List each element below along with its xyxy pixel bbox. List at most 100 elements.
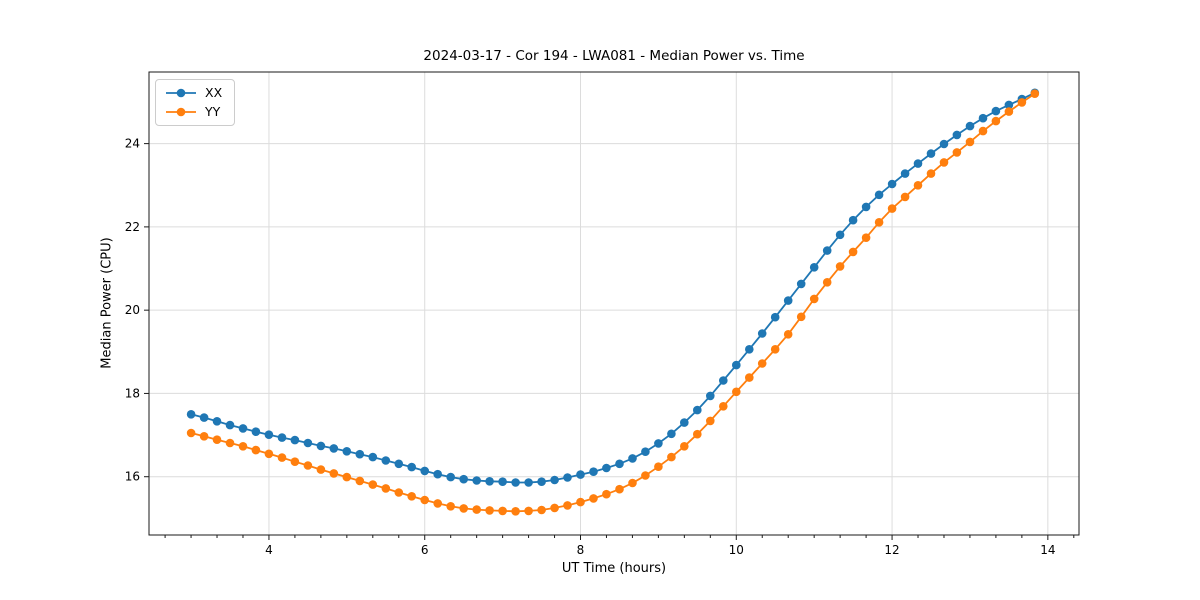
series-yy-marker — [835, 262, 845, 271]
series-yy-marker — [991, 116, 1001, 126]
series-xx-marker — [757, 329, 767, 338]
series-xx-marker — [186, 410, 196, 419]
series-yy-marker — [342, 472, 352, 482]
x-tick-label: 12 — [884, 543, 899, 557]
x-tick-label: 8 — [577, 543, 585, 557]
series-xx-marker — [719, 376, 728, 385]
series-xx-marker — [225, 420, 235, 430]
series-xx-marker — [628, 454, 637, 463]
y-tick-label: 18 — [125, 386, 140, 400]
legend-item-xx: XX — [164, 85, 222, 101]
series-xx-marker — [796, 279, 806, 289]
series-xx-marker — [199, 413, 209, 422]
series-yy-marker — [498, 506, 507, 516]
series-xx-marker — [303, 438, 313, 448]
series-xx-marker — [472, 476, 482, 485]
series-xx-marker — [290, 435, 300, 445]
series-xx-marker — [212, 417, 222, 426]
series-xx-marker — [251, 427, 261, 437]
series-yy-marker — [1030, 89, 1040, 98]
series-xx-marker — [459, 474, 469, 484]
series-yy-marker — [212, 435, 222, 445]
legend-line-marker-icon — [166, 88, 196, 98]
series-yy-marker — [654, 462, 663, 472]
series-yy-marker — [563, 501, 572, 510]
series-xx-marker — [394, 459, 404, 469]
series-xx-marker — [1004, 100, 1014, 110]
series-yy-marker — [485, 506, 494, 515]
series-yy-marker — [900, 192, 910, 202]
series-xx-marker — [602, 463, 611, 473]
series-yy-marker — [628, 478, 637, 488]
series-yy-marker — [368, 480, 378, 489]
series-xx-marker — [732, 360, 741, 370]
series-yy-marker — [796, 312, 806, 322]
series-yy-marker — [809, 294, 819, 304]
series-xx-marker — [264, 430, 274, 440]
series-yy-marker — [433, 499, 443, 508]
plot-frame — [148, 71, 1080, 536]
series-yy-marker — [770, 345, 780, 354]
series-yy-marker — [277, 453, 287, 462]
x-tick-label: 14 — [1040, 543, 1055, 557]
series-xx-marker — [641, 447, 650, 457]
series-yy-marker — [667, 452, 676, 462]
series-yy-marker — [693, 429, 702, 439]
series-yy-marker — [965, 137, 975, 147]
series-xx-marker — [550, 475, 559, 485]
series-yy-marker — [757, 359, 767, 368]
series-yy-marker — [199, 432, 209, 441]
series-xx-marker — [913, 159, 923, 168]
series-yy-marker — [238, 442, 248, 451]
series-xx-marker — [381, 456, 391, 465]
series-yy-marker — [952, 148, 962, 157]
series-yy-marker — [939, 158, 949, 167]
series-xx-marker — [485, 477, 494, 486]
series-xx-marker — [680, 418, 689, 427]
series-xx-marker — [900, 169, 910, 178]
series-xx-marker — [835, 230, 845, 240]
y-tick-label: 16 — [125, 470, 140, 484]
series-xx-marker — [822, 246, 832, 255]
series-yy-marker — [511, 507, 520, 516]
series-xx-marker — [433, 469, 443, 479]
x-axis-label: UT Time (hours) — [561, 561, 667, 576]
series-xx-marker — [524, 478, 533, 487]
series-xx-marker — [355, 449, 365, 459]
series-yy-marker — [641, 471, 650, 480]
legend-item-yy: YY — [164, 104, 222, 120]
series-xx-marker — [861, 202, 871, 212]
series-yy-marker — [887, 204, 897, 213]
series-yy-marker — [978, 126, 988, 136]
series-yy-marker — [264, 449, 274, 459]
series-yy-marker — [186, 428, 196, 438]
series-xx-marker — [926, 149, 936, 158]
series-xx-marker — [576, 470, 585, 479]
series-xx-marker — [329, 444, 339, 453]
series-xx-marker — [537, 477, 546, 487]
series-xx-marker — [887, 179, 897, 189]
series-xx-marker — [446, 472, 456, 482]
y-tick-label: 20 — [125, 303, 140, 317]
series-xx-marker — [368, 452, 378, 462]
series-yy-marker — [745, 373, 754, 382]
series-yy-marker — [680, 442, 689, 451]
series-yy-marker — [303, 461, 313, 470]
series-xx-marker — [342, 447, 352, 456]
series-yy-marker — [225, 438, 235, 448]
series-xx-marker — [511, 478, 520, 487]
series-xx-marker — [952, 130, 962, 140]
series-xx-marker — [615, 459, 624, 469]
series-yy-marker — [822, 278, 832, 287]
y-tick-label: 24 — [125, 137, 140, 151]
series-yy-marker — [732, 387, 741, 397]
series-xx-line — [190, 91, 1036, 484]
series-yy-marker — [420, 495, 430, 505]
series-xx-marker — [420, 466, 430, 476]
legend-label-xx: XX — [205, 85, 223, 100]
series-xx-marker — [991, 106, 1001, 116]
series-xx-marker — [939, 139, 949, 149]
series-yy-marker — [355, 476, 365, 486]
series-xx-marker — [745, 345, 754, 354]
